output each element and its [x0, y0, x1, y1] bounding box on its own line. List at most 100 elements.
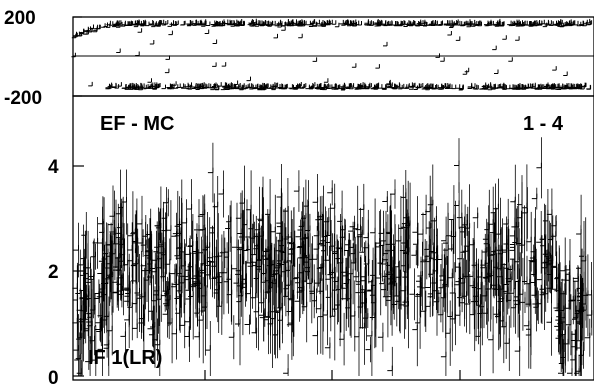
phase-point-lower — [129, 83, 135, 88]
phase-point-lower — [431, 85, 437, 90]
phase-point-upper — [562, 21, 567, 26]
amplitude-point — [551, 262, 558, 268]
amplitude-point — [73, 345, 80, 351]
amplitude-point — [78, 316, 85, 323]
amplitude-point — [94, 288, 101, 294]
amplitude-point — [382, 196, 388, 202]
amplitude-point — [531, 193, 538, 200]
phase-point-lower — [234, 84, 240, 90]
amplitude-point — [569, 295, 576, 301]
amplitude-point — [232, 242, 238, 248]
amplitude-point — [460, 226, 466, 233]
amplitude-point — [207, 167, 214, 174]
amplitude-point — [164, 300, 170, 307]
phase-point-lower — [214, 85, 220, 90]
phase-point-lower — [173, 84, 179, 89]
phase-point-lower — [377, 84, 383, 89]
amplitude-point — [391, 276, 397, 283]
amplitude-point — [519, 240, 526, 246]
amplitude-point — [73, 245, 79, 251]
phase-point-lower — [355, 84, 361, 89]
phase-point-outlier — [447, 31, 452, 36]
amplitude-point — [252, 260, 258, 267]
phase-point-upper — [388, 21, 393, 26]
phase-point-upper — [352, 22, 357, 27]
amplitude-point — [254, 224, 261, 231]
phase-point-upper — [415, 21, 420, 27]
amplitude-point — [411, 250, 417, 256]
phase-point-outlier — [502, 35, 507, 40]
amplitude-point — [446, 230, 452, 237]
amplitude-point — [131, 227, 137, 234]
phase-point-outlier — [351, 63, 357, 68]
amplitude-point — [132, 323, 138, 329]
amplitude-point — [267, 318, 274, 325]
amplitude-point — [559, 312, 566, 319]
phase-point-lower — [445, 84, 451, 89]
amplitude-point — [283, 291, 289, 297]
phase-point-upper — [79, 28, 85, 34]
amplitude-point — [455, 276, 461, 283]
phase-point-upper — [452, 20, 458, 25]
phase-point-upper — [258, 20, 263, 25]
phase-point-lower — [249, 85, 254, 90]
amplitude-point — [447, 311, 453, 317]
phase-point-upper — [393, 21, 398, 26]
amplitude-point — [448, 244, 454, 250]
amplitude-point — [143, 275, 149, 281]
amplitude-point — [570, 354, 576, 361]
phase-point-outlier — [71, 52, 76, 58]
phase-point-lower — [534, 85, 540, 90]
phase-point-upper — [552, 20, 557, 26]
amplitude-point — [454, 279, 460, 286]
phase-point-upper — [500, 21, 505, 26]
phase-point-lower — [409, 85, 414, 90]
amplitude-point — [200, 267, 207, 274]
amplitude-point — [122, 259, 129, 266]
phase-point-upper — [468, 21, 473, 26]
amplitude-point — [358, 204, 365, 210]
amplitude-point — [398, 223, 404, 229]
phase-point-upper — [587, 20, 593, 25]
phase-point-upper — [133, 20, 138, 25]
amplitude-point — [176, 243, 182, 249]
amplitude-point — [199, 209, 206, 215]
amplitude-point — [245, 232, 251, 238]
amplitude-point — [463, 271, 470, 277]
amplitude-point — [266, 245, 272, 251]
phase-point-lower — [340, 83, 346, 88]
phase-point-lower — [340, 82, 345, 88]
amplitude-point — [324, 342, 331, 349]
phase-point-upper — [540, 19, 545, 25]
amplitude-point — [249, 233, 256, 239]
amplitude-point — [142, 231, 148, 237]
amplitude-point — [153, 246, 159, 253]
amplitude-point — [77, 332, 83, 339]
phase-point-upper — [350, 21, 355, 26]
amplitude-point — [399, 299, 405, 306]
phase-point-upper — [461, 21, 466, 26]
amplitude-point — [171, 279, 178, 285]
amplitude-point — [579, 251, 585, 257]
phase-point-lower — [524, 83, 529, 88]
amplitude-point — [576, 229, 582, 235]
phase-point-outlier — [233, 80, 239, 85]
phase-point-upper — [313, 22, 318, 27]
amplitude-point — [307, 254, 314, 260]
amplitude-point — [507, 264, 513, 270]
amplitude-point — [578, 350, 584, 356]
amplitude-point — [380, 284, 387, 291]
phase-point-upper — [188, 20, 194, 26]
phase-point-upper — [331, 20, 337, 25]
phase-point-upper — [302, 20, 307, 26]
amplitude-point — [257, 214, 263, 220]
amplitude-point — [390, 189, 396, 195]
phase-point-lower — [308, 83, 314, 88]
amplitude-point — [586, 289, 593, 296]
phase-point-upper — [457, 21, 463, 26]
amplitude-point — [498, 315, 505, 322]
amplitude-point — [146, 272, 153, 278]
amplitude-point — [279, 246, 285, 252]
phase-point-lower — [494, 84, 499, 89]
